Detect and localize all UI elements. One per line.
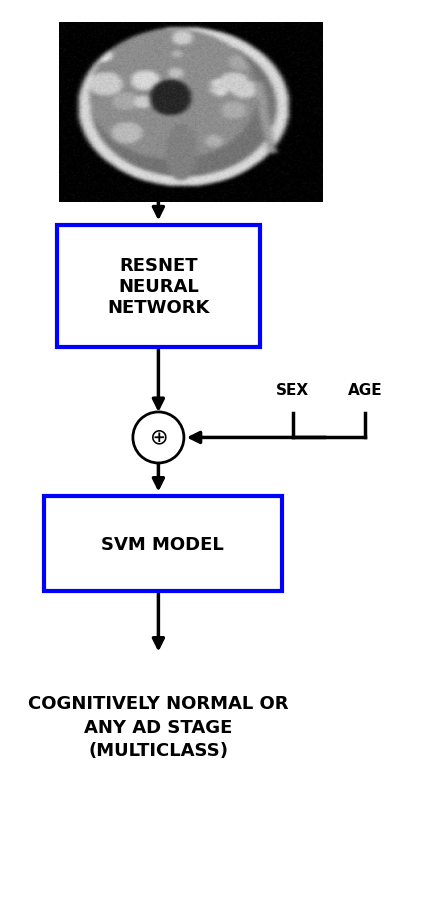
FancyBboxPatch shape — [57, 226, 260, 348]
Text: COGNITIVELY NORMAL OR
ANY AD STAGE
(MULTICLASS): COGNITIVELY NORMAL OR ANY AD STAGE (MULT… — [28, 694, 289, 759]
Text: SEX: SEX — [276, 382, 309, 397]
Text: RESNET
NEURAL
NETWORK: RESNET NEURAL NETWORK — [107, 257, 209, 316]
Text: SVM MODEL: SVM MODEL — [102, 535, 224, 553]
Text: AGE: AGE — [348, 382, 382, 397]
Ellipse shape — [133, 413, 184, 463]
FancyBboxPatch shape — [44, 497, 282, 591]
Text: $\oplus$: $\oplus$ — [149, 428, 168, 448]
